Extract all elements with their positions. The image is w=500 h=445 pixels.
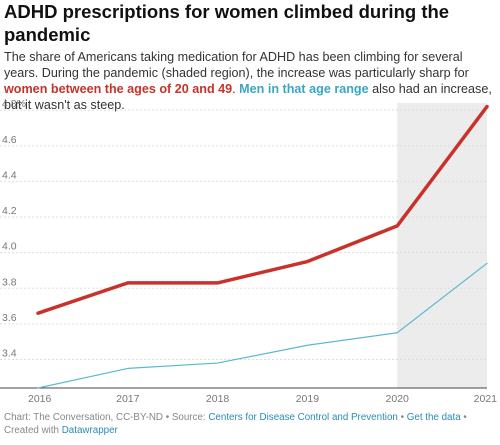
x-tick-label: 2016 [28, 393, 52, 405]
description-text-1: The share of Americans taking medication… [4, 50, 469, 80]
pandemic-shaded-region [397, 103, 487, 388]
men-highlight: Men in that age range [239, 82, 369, 96]
chart-footer: Chart: The Conversation, CC-BY-ND • Sour… [4, 412, 496, 437]
y-tick-label: 3.6 [2, 312, 17, 324]
description-text-3: also had an increase, but it wasn't as s… [4, 82, 492, 112]
women-highlight: women between the ages of 20 and 49 [4, 82, 233, 96]
x-tick-label: 2017 [116, 393, 140, 405]
source-link[interactable]: Centers for Disease Control and Preventi… [208, 412, 398, 423]
footer-credit: Chart: The Conversation, CC-BY-ND • Sour… [4, 412, 209, 423]
chart-title: ADHD prescriptions for women climbed dur… [4, 1, 450, 45]
men-series-line [37, 262, 488, 389]
y-tick-label: 4.2 [2, 205, 17, 217]
y-tick-label: 3.8 [2, 276, 17, 288]
x-tick-label: 2020 [386, 393, 410, 405]
x-tick-label: 2018 [206, 393, 230, 405]
x-tick-label: 2021 [474, 393, 498, 405]
y-tick-label: 3.4 [2, 348, 17, 360]
y-tick-label: 4.4 [2, 169, 17, 181]
line-chart: 3.4 3.6 3.8 4.0 4.2 4.4 4.6 4.8% 2016 2017 2018 201… [0, 98, 498, 405]
get-data-link[interactable]: Get the data [406, 412, 461, 423]
y-tick-label: 4.8% [2, 98, 26, 110]
chart-description: The share of Americans taking medication… [4, 49, 496, 113]
footer-separator: • [397, 412, 407, 423]
women-series-line [36, 104, 489, 315]
y-tick-label: 4.6 [2, 134, 17, 146]
footer-created: • Created with [4, 412, 467, 436]
datawrapper-link[interactable]: Datawrapper [61, 424, 118, 436]
x-tick-label: 2019 [296, 393, 320, 405]
description-text-2: . [232, 82, 240, 96]
y-tick-label: 4.0 [2, 241, 17, 253]
